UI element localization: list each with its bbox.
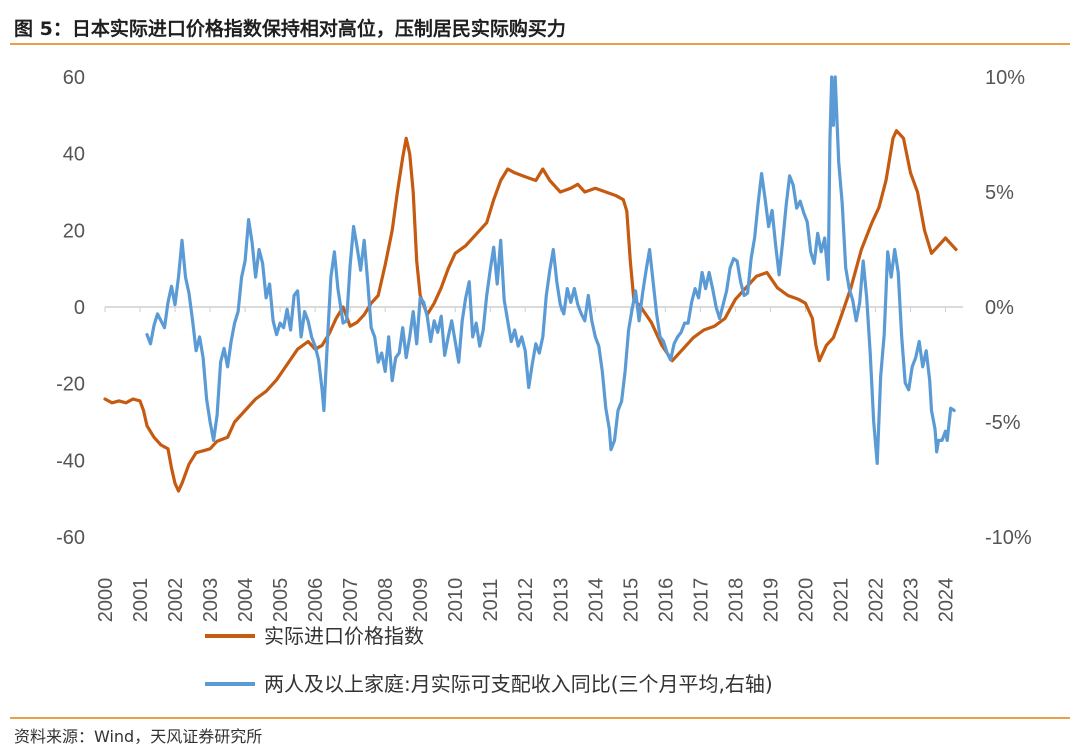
x-axis-tick-label: 2014 bbox=[585, 578, 607, 623]
x-axis-tick-label: 2001 bbox=[130, 578, 152, 623]
x-axis-tick-label: 2020 bbox=[795, 578, 817, 623]
x-axis-tick-label: 2000 bbox=[95, 578, 117, 623]
left-axis-tick-label: -20 bbox=[56, 374, 85, 396]
right-axis-tick-label: 0% bbox=[985, 297, 1014, 319]
x-axis-tick-label: 2011 bbox=[480, 578, 502, 621]
x-axis-tick-label: 2024 bbox=[935, 578, 957, 623]
left-axis-tick-label: 40 bbox=[63, 144, 85, 166]
footer-divider bbox=[10, 717, 1070, 719]
x-axis-tick-label: 2002 bbox=[165, 578, 187, 623]
left-axis-tick-label: -60 bbox=[56, 527, 85, 549]
left-axis-tick-label: 0 bbox=[74, 297, 85, 319]
household-income-yoy-line bbox=[145, 75, 956, 465]
x-axis-tick-label: 2017 bbox=[690, 578, 712, 623]
x-axis-tick-label: 2019 bbox=[760, 578, 782, 623]
source-note: 资料来源：Wind，天风证券研究所 bbox=[14, 727, 263, 746]
x-axis-tick-label: 2016 bbox=[655, 578, 677, 623]
right-axis-tick-label: 5% bbox=[985, 182, 1014, 204]
right-axis-ticks: 10% 5% 0% -5% -10% bbox=[985, 67, 1032, 549]
x-axis-tick-label: 2008 bbox=[375, 578, 397, 623]
x-axis-tick-label: 2005 bbox=[270, 578, 292, 623]
x-axis-tick-label: 2021 bbox=[830, 578, 852, 623]
x-axis-tick-label: 2004 bbox=[235, 578, 257, 623]
x-axis-tick-label: 2007 bbox=[340, 578, 362, 623]
x-axis-tick-label: 2022 bbox=[865, 578, 887, 623]
right-axis-tick-label: 10% bbox=[985, 67, 1025, 89]
x-axis-tick-label: 2010 bbox=[445, 578, 467, 623]
title-divider bbox=[10, 43, 1070, 45]
figure-title: 图 5：日本实际进口价格指数保持相对高位，压制居民实际购买力 bbox=[14, 18, 566, 40]
right-axis-tick-label: -10% bbox=[985, 527, 1032, 549]
x-axis-ticks: 2000 2001 2002 2003 2004 2005 2006 2007 2008 2009… bbox=[95, 578, 957, 623]
x-axis-tick-label: 2009 bbox=[410, 578, 432, 623]
x-axis-tick-label: 2018 bbox=[725, 578, 747, 623]
import-price-index-line bbox=[103, 129, 958, 493]
x-axis-tick-label: 2012 bbox=[515, 578, 537, 623]
legend-label: 两人及以上家庭:月实际可支配收入同比(三个月平均,右轴) bbox=[264, 672, 773, 696]
x-axis-tick-label: 2006 bbox=[305, 578, 327, 623]
x-axis-tick-label: 2023 bbox=[900, 578, 922, 623]
left-axis-tick-label: 20 bbox=[63, 220, 85, 242]
x-axis-tick-label: 2003 bbox=[200, 578, 222, 623]
chart-axes bbox=[104, 306, 963, 312]
x-axis-tick-label: 2013 bbox=[550, 578, 572, 623]
left-axis-tick-label: -40 bbox=[56, 450, 85, 472]
line-chart: 60 40 20 0 -20 -40 -60 10% 5% 0% -5% -10% 2000 2001… bbox=[56, 67, 1032, 696]
left-axis-tick-label: 60 bbox=[63, 67, 85, 89]
left-axis-ticks: 60 40 20 0 -20 -40 -60 bbox=[56, 67, 85, 549]
legend-label: 实际进口价格指数 bbox=[264, 624, 424, 648]
series-lines bbox=[103, 75, 958, 493]
right-axis-tick-label: -5% bbox=[985, 412, 1021, 434]
x-axis-tick-label: 2015 bbox=[620, 578, 642, 623]
